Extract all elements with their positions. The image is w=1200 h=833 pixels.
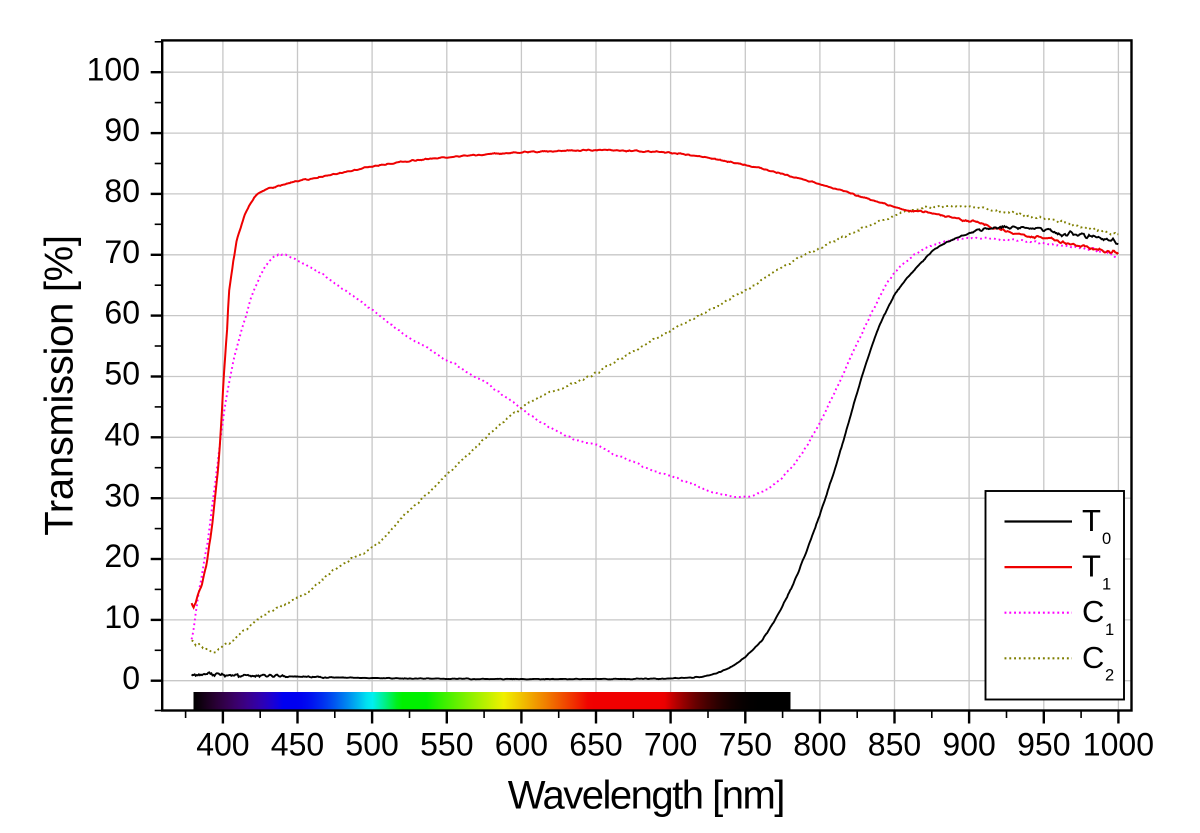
- svg-text:750: 750: [719, 726, 772, 762]
- svg-text:950: 950: [1017, 726, 1070, 762]
- svg-text:T: T: [1082, 503, 1101, 538]
- svg-text:50: 50: [104, 356, 140, 392]
- svg-text:C: C: [1082, 594, 1104, 629]
- svg-text:700: 700: [644, 726, 697, 762]
- svg-text:0: 0: [1102, 530, 1111, 548]
- svg-text:2: 2: [1105, 667, 1114, 685]
- svg-text:80: 80: [104, 173, 140, 209]
- svg-text:1000: 1000: [1083, 726, 1154, 762]
- svg-text:400: 400: [196, 726, 249, 762]
- svg-text:C: C: [1082, 640, 1104, 675]
- svg-text:100: 100: [87, 51, 140, 87]
- svg-text:0: 0: [122, 660, 140, 696]
- svg-text:T: T: [1082, 549, 1101, 584]
- svg-text:10: 10: [104, 599, 140, 635]
- svg-text:60: 60: [104, 295, 140, 331]
- svg-text:Wavelength [nm]: Wavelength [nm]: [508, 774, 784, 818]
- svg-text:1: 1: [1102, 575, 1111, 593]
- svg-text:550: 550: [420, 726, 473, 762]
- svg-text:70: 70: [104, 234, 140, 270]
- svg-text:850: 850: [868, 726, 921, 762]
- svg-text:40: 40: [104, 416, 140, 452]
- svg-text:90: 90: [104, 112, 140, 148]
- svg-text:20: 20: [104, 538, 140, 574]
- svg-text:1: 1: [1105, 621, 1114, 639]
- svg-text:500: 500: [345, 726, 398, 762]
- svg-text:900: 900: [942, 726, 995, 762]
- svg-text:450: 450: [271, 726, 324, 762]
- svg-text:650: 650: [569, 726, 622, 762]
- svg-text:30: 30: [104, 477, 140, 513]
- svg-text:600: 600: [495, 726, 548, 762]
- svg-text:800: 800: [793, 726, 846, 762]
- svg-text:Transmission [%]: Transmission [%]: [38, 235, 82, 535]
